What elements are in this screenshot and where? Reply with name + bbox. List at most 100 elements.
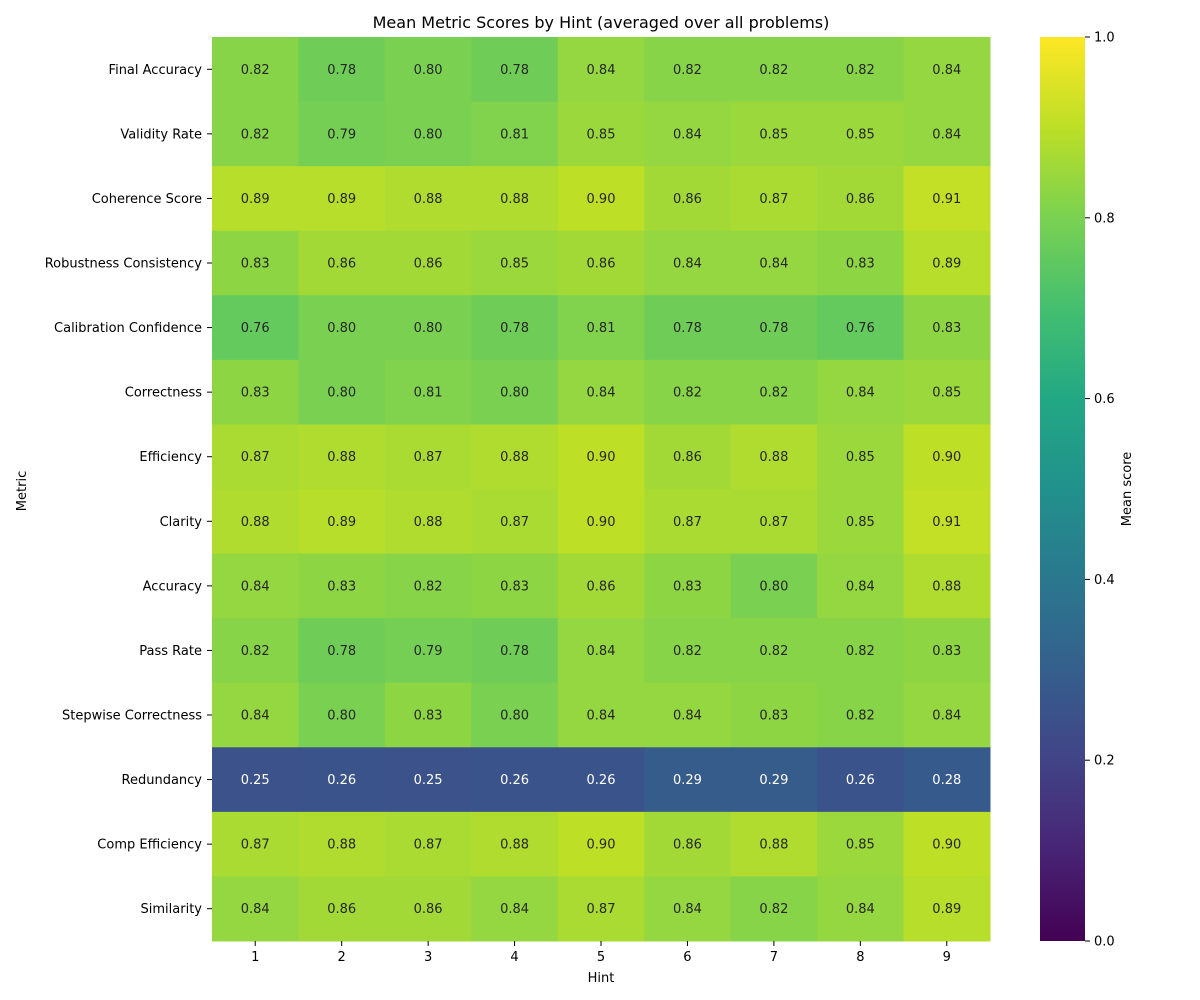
heatmap-cell [557, 166, 645, 232]
chart-title: Mean Metric Scores by Hint (averaged ove… [373, 13, 830, 32]
heatmap-cell [644, 811, 732, 877]
cell-value-label: 0.83 [327, 579, 356, 594]
cell-value-label: 0.87 [673, 515, 702, 530]
cell-value-label: 0.91 [932, 192, 961, 207]
heatmap-cell [212, 37, 299, 103]
cell-value-label: 0.81 [587, 321, 616, 336]
heatmap-cell [471, 618, 559, 684]
heatmap-cell [817, 37, 905, 103]
heatmap-cell [471, 553, 559, 619]
colorbar-tick-label: 0.6 [1094, 392, 1115, 407]
heatmap-cell [817, 424, 905, 490]
heatmap-cell [298, 811, 386, 877]
cell-value-label: 0.28 [932, 773, 961, 788]
cell-value-label: 0.90 [932, 450, 961, 465]
cell-value-label: 0.88 [327, 838, 356, 853]
cell-value-label: 0.85 [846, 450, 875, 465]
cell-value-label: 0.88 [759, 838, 788, 853]
cell-value-label: 0.84 [932, 63, 961, 78]
heatmap-cell [471, 747, 559, 813]
heatmap-cell [903, 101, 991, 167]
cell-value-label: 0.80 [414, 321, 443, 336]
heatmap-cell [298, 553, 386, 619]
heatmap-cell [817, 230, 905, 296]
y-axis-label: Metric [15, 471, 30, 511]
cell-value-label: 0.80 [414, 63, 443, 78]
cell-value-label: 0.88 [500, 192, 529, 207]
cell-value-label: 0.80 [327, 321, 356, 336]
heatmap-cell [644, 37, 732, 103]
heatmap-cell [298, 682, 386, 748]
cell-value-label: 0.83 [241, 257, 270, 272]
cell-value-label: 0.80 [500, 709, 529, 724]
heatmap-cell [557, 359, 645, 425]
heatmap-cell [298, 747, 386, 813]
heatmap-cell [817, 359, 905, 425]
x-tick-label: 2 [338, 950, 346, 965]
heatmap-cell [557, 101, 645, 167]
cell-value-label: 0.86 [587, 579, 616, 594]
cell-value-label: 0.80 [327, 709, 356, 724]
heatmap-cell [903, 682, 991, 748]
heatmap-cell [384, 359, 472, 425]
cell-value-label: 0.84 [241, 902, 270, 917]
heatmap-cell [212, 359, 299, 425]
colorbar-tick-label: 1.0 [1094, 31, 1115, 46]
heatmap-cell [298, 230, 386, 296]
cell-value-label: 0.29 [759, 773, 788, 788]
heatmap-cell [384, 37, 472, 103]
cell-value-label: 0.82 [846, 644, 875, 659]
heatmap-cell [384, 295, 472, 361]
y-tick-label: Calibration Confidence [54, 321, 202, 336]
cell-value-label: 0.87 [414, 838, 443, 853]
heatmap-cell [903, 553, 991, 619]
heatmap-cell [903, 230, 991, 296]
heatmap-cell [212, 295, 299, 361]
heatmap-cell [298, 424, 386, 490]
heatmap-cell [471, 230, 559, 296]
heatmap-cell [644, 295, 732, 361]
heatmap-cell [817, 553, 905, 619]
x-tick-label: 9 [943, 950, 951, 965]
cell-value-label: 0.84 [846, 386, 875, 401]
cell-value-label: 0.88 [759, 450, 788, 465]
cell-value-label: 0.85 [587, 127, 616, 142]
heatmap-cell [903, 359, 991, 425]
heatmap-cell [384, 876, 472, 942]
cell-value-label: 0.88 [327, 450, 356, 465]
heatmap-cell [212, 424, 299, 490]
cell-value-label: 0.88 [414, 515, 443, 530]
cell-value-label: 0.85 [500, 257, 529, 272]
heatmap-cell [903, 876, 991, 942]
heatmap-cell [644, 424, 732, 490]
cell-value-label: 0.83 [932, 644, 961, 659]
heatmap-cell [644, 359, 732, 425]
y-tick-label: Pass Rate [139, 644, 202, 659]
heatmap-cell [730, 489, 818, 555]
cell-value-label: 0.26 [500, 773, 529, 788]
heatmap-cell [212, 682, 299, 748]
y-tick-label: Similarity [141, 902, 203, 917]
cell-value-label: 0.84 [587, 386, 616, 401]
cell-value-labels: 0.82 0.78 0.80 0.78 0.84 0.82 0.82 0.82 0.84 0.82… [241, 63, 962, 917]
cell-value-label: 0.82 [414, 579, 443, 594]
heatmap-cell [557, 618, 645, 684]
heatmap-cell [730, 682, 818, 748]
heatmap-cell [644, 166, 732, 232]
heatmap-cell [298, 618, 386, 684]
cell-value-label: 0.85 [846, 838, 875, 853]
heatmap-cell [557, 876, 645, 942]
cell-value-label: 0.78 [500, 321, 529, 336]
heatmap-cell [298, 166, 386, 232]
heatmap-cell [471, 166, 559, 232]
heatmap-cell [212, 553, 299, 619]
heatmap-cell [817, 876, 905, 942]
cell-value-label: 0.88 [500, 450, 529, 465]
x-axis-ticks: 1 2 3 4 5 6 7 8 9 [251, 941, 951, 965]
cell-value-label: 0.84 [846, 579, 875, 594]
cell-value-label: 0.84 [241, 579, 270, 594]
heatmap-cell [730, 101, 818, 167]
heatmap-cell [384, 618, 472, 684]
heatmap-cell [730, 424, 818, 490]
